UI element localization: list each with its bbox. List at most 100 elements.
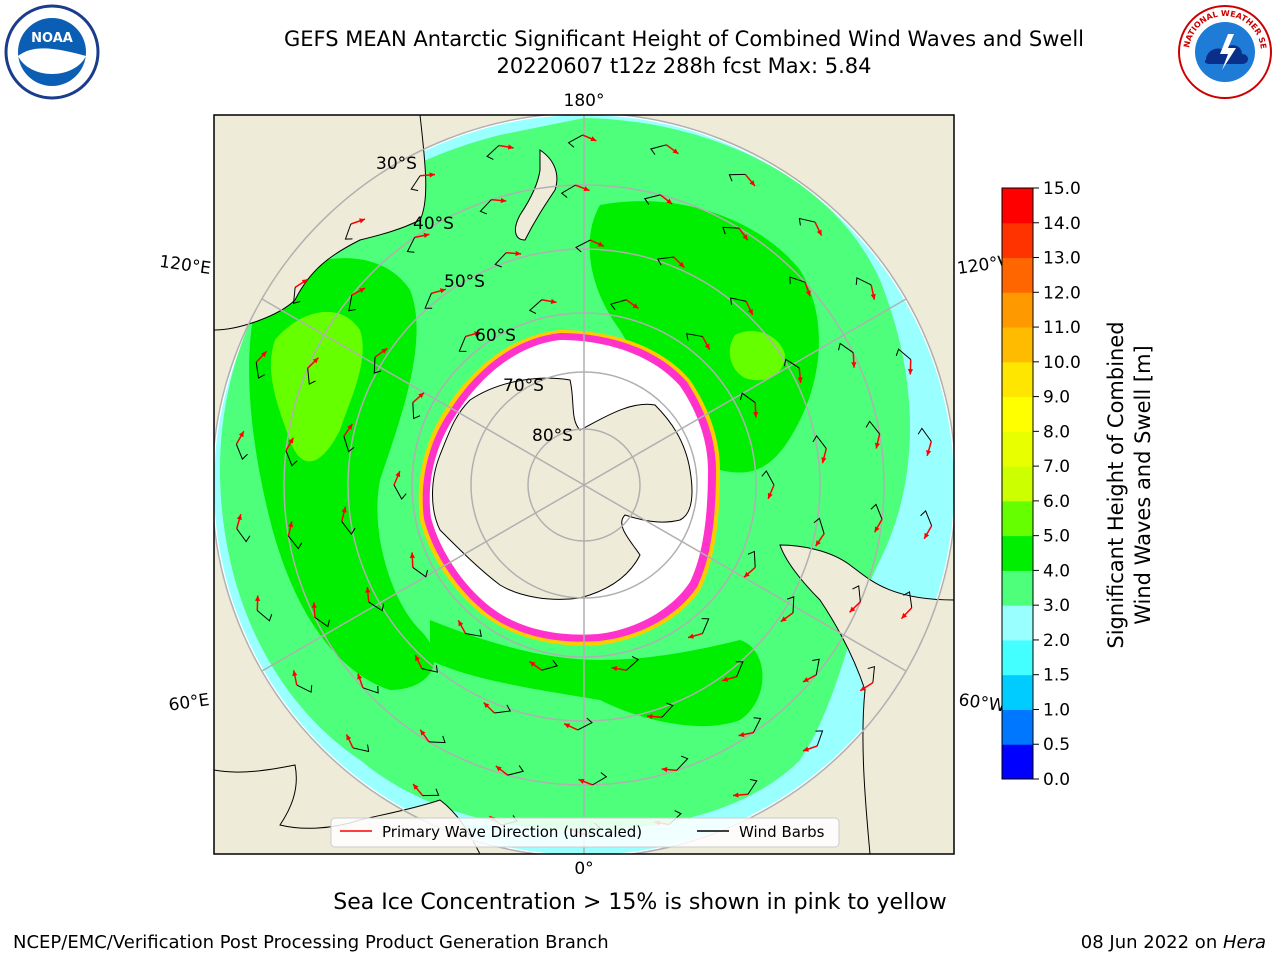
wave-direction-arrowhead — [288, 437, 294, 444]
legend-barb-label: Wind Barbs — [739, 823, 825, 841]
wind-barb — [577, 717, 593, 731]
colorbar-segment — [1002, 327, 1033, 363]
wind-barb — [458, 336, 467, 352]
chart-subtitle: 20220607 t12z 288h fcst Max: 5.84 — [496, 54, 872, 78]
wave-direction-arrowhead — [646, 713, 653, 720]
wind-barb — [393, 484, 407, 500]
wind-barb — [917, 427, 932, 442]
colorbar-tick-label: 0.5 — [1043, 735, 1070, 755]
wave-direction-arrowhead — [749, 180, 755, 186]
wave-direction-arrowhead — [288, 521, 294, 528]
wind-barb — [412, 402, 421, 420]
colorbar-segment — [1002, 605, 1033, 641]
lon-label-right-lower: 60°W — [957, 690, 1006, 716]
lon-label-bottom: 0° — [574, 859, 593, 879]
wind-barb — [410, 175, 421, 192]
wave-field-5to6m — [270, 311, 363, 462]
wave-direction-arrowhead — [815, 540, 821, 547]
colorbar-tick-label: 4.0 — [1043, 561, 1070, 581]
wind-barb — [865, 420, 881, 435]
wind-barb — [747, 550, 756, 568]
wind-barb — [352, 744, 370, 753]
lon-label-top: 180° — [564, 91, 605, 111]
wind-barb — [701, 618, 710, 634]
machine-name: Hera — [1222, 932, 1266, 953]
wave-direction-arrowhead — [870, 293, 876, 300]
wave-direction-arrowhead — [474, 331, 480, 337]
wind-barb — [560, 184, 576, 198]
wave-direction-arrowhead — [238, 431, 244, 438]
wave-direction-arrowhead — [805, 290, 811, 297]
wave-direction-arrowhead — [415, 655, 420, 662]
wind-barb — [676, 755, 689, 771]
noaa-logo-icon: NOAA — [4, 4, 100, 100]
wave-direction-arrowhead — [802, 746, 809, 752]
wind-barb — [424, 293, 433, 309]
colorbar-tick-label: 0.0 — [1043, 770, 1070, 790]
lat-label-70s: 70°S — [503, 376, 544, 396]
wave-direction-arrowhead — [901, 612, 908, 619]
lat-label-80s: 80°S — [532, 426, 573, 446]
lat-label-30s: 30°S — [376, 154, 417, 174]
lat-label-60s: 60°S — [475, 326, 516, 346]
wind-barb — [739, 392, 756, 403]
wave-field-5to6m-east — [729, 331, 785, 381]
sea-ice-note: Sea Ice Concentration > 15% is shown in … — [333, 890, 947, 915]
wave-direction-arrowhead — [236, 514, 242, 521]
wave-direction-arrowhead — [907, 369, 914, 375]
colorbar-tick-label: 5.0 — [1043, 527, 1070, 547]
colorbar-tick-label: 3.0 — [1043, 596, 1070, 616]
colorbar-tick-label: 8.0 — [1043, 422, 1070, 442]
map-area — [214, 115, 954, 854]
wave-direction-arrowhead — [821, 457, 827, 464]
wind-barb — [722, 226, 739, 235]
wave-field-4to5m-south — [430, 620, 763, 727]
wind-barb — [494, 704, 512, 714]
wind-barb — [786, 596, 795, 613]
wave-direction-arrowhead — [550, 298, 557, 305]
wind-barbs — [235, 134, 933, 836]
wind-barb — [783, 358, 800, 369]
wind-barb — [235, 444, 248, 460]
wave-direction-arrowhead — [260, 351, 267, 358]
wind-barb — [870, 503, 883, 520]
issue-date-text: 08 Jun 2022 on — [1080, 932, 1223, 953]
wave-direction-arrowhead — [632, 303, 639, 309]
wave-direction-arrowhead — [413, 784, 419, 790]
wave-direction-arrowhead — [423, 232, 430, 238]
wind-barb — [368, 601, 385, 612]
wave-direction-arrowhead — [851, 362, 857, 368]
colorbar-segment — [1002, 744, 1033, 780]
wind-barb — [815, 730, 824, 747]
wind-barb — [465, 629, 482, 637]
wave-direction-arrowhead — [704, 343, 710, 350]
wave-direction-arrowhead — [395, 471, 401, 478]
colorbar-frame — [1001, 187, 1034, 780]
colorbar-segment — [1002, 500, 1033, 537]
colorbar-tick-label: 7.0 — [1043, 457, 1070, 477]
new-zealand-land — [514, 149, 558, 241]
wave-direction-arrowhead — [924, 532, 930, 539]
wind-barb — [348, 294, 356, 312]
map-frame — [213, 114, 955, 855]
wind-barb — [575, 239, 591, 253]
colorbar-segment — [1002, 709, 1033, 745]
wind-barb — [285, 450, 298, 467]
wind-barb — [528, 299, 543, 315]
wind-barb — [422, 788, 440, 797]
wind-barb — [650, 144, 667, 155]
wind-barb — [412, 567, 429, 578]
colorbar-segment — [1002, 257, 1033, 293]
wave-direction-arrowhead — [722, 676, 729, 682]
wave-direction-arrowhead — [797, 377, 803, 383]
wind-barb — [236, 528, 251, 543]
wind-barb — [429, 735, 446, 744]
wind-barb — [486, 145, 500, 160]
colorbar-segment — [1002, 361, 1033, 398]
wind-barb — [287, 535, 303, 550]
wind-barb — [255, 362, 265, 379]
wave-direction-arrowhead — [743, 571, 750, 578]
map-legend: Primary Wave Direction (unscaled) Wind B… — [330, 817, 840, 848]
wind-barb — [735, 661, 744, 677]
